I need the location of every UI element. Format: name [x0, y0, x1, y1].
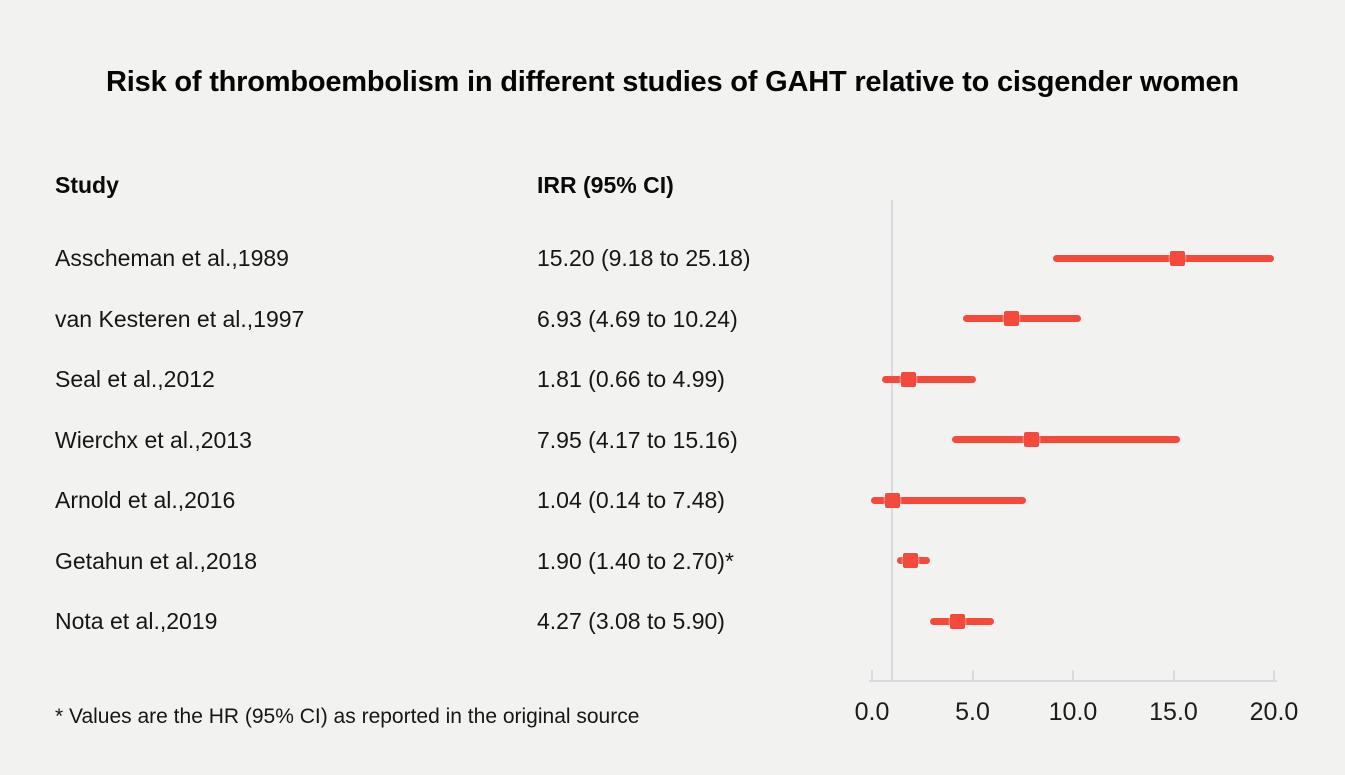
point-estimate-marker	[1024, 432, 1040, 447]
irr-value: 1.90 (1.40 to 2.70)*	[537, 547, 734, 574]
x-axis-tick	[971, 670, 974, 681]
page-title: Risk of thromboembolism in different stu…	[106, 66, 1239, 98]
irr-value: 6.93 (4.69 to 10.24)	[537, 305, 738, 332]
ci-bar	[952, 436, 1181, 443]
irr-value: 1.04 (0.14 to 7.48)	[537, 487, 725, 513]
x-axis-tick-label: 10.0	[1048, 698, 1098, 726]
x-axis-tick-label: 0.0	[854, 698, 890, 726]
reference-line	[891, 200, 894, 682]
ci-bar	[962, 315, 1082, 322]
study-label: Asscheman et al.,1989	[55, 245, 289, 271]
ci-bar	[881, 375, 976, 383]
point-estimate-marker	[900, 371, 916, 387]
x-axis-tick-label: 20.0	[1249, 698, 1299, 726]
study-label: Getahun et al.,2018	[55, 547, 258, 574]
study-label: Seal et al.,2012	[55, 366, 215, 392]
irr-value: 1.81 (0.66 to 4.99)	[537, 366, 725, 392]
study-label: van Kesteren et al.,1997	[55, 305, 305, 332]
point-estimate-marker	[902, 553, 918, 568]
column-header-irr: IRR (95% CI)	[537, 172, 674, 198]
ci-bar	[871, 496, 1026, 504]
study-label: Arnold et al.,2016	[55, 487, 236, 513]
irr-value: 4.27 (3.08 to 5.90)	[537, 608, 725, 634]
point-estimate-marker	[1003, 311, 1019, 326]
x-axis-tick	[1273, 670, 1275, 681]
point-estimate-marker	[950, 613, 966, 629]
x-axis-tick-label: 15.0	[1149, 698, 1198, 726]
column-header-study: Study	[55, 172, 119, 198]
point-estimate-marker	[1170, 250, 1186, 266]
x-axis-tick	[871, 670, 873, 681]
study-label: Wierchx et al.,2013	[55, 426, 252, 453]
study-label: Nota et al.,2019	[55, 608, 218, 634]
irr-value: 7.95 (4.17 to 15.16)	[537, 426, 738, 453]
x-axis-tick-label: 5.0	[955, 698, 990, 726]
point-estimate-marker	[885, 492, 901, 508]
ci-bar	[1053, 254, 1274, 262]
x-axis-line	[869, 680, 1277, 682]
irr-value: 15.20 (9.18 to 25.18)	[537, 245, 751, 271]
footnote: * Values are the HR (95% CI) as reported…	[55, 705, 640, 728]
x-axis-tick	[1172, 670, 1175, 681]
x-axis-tick	[1072, 670, 1074, 681]
